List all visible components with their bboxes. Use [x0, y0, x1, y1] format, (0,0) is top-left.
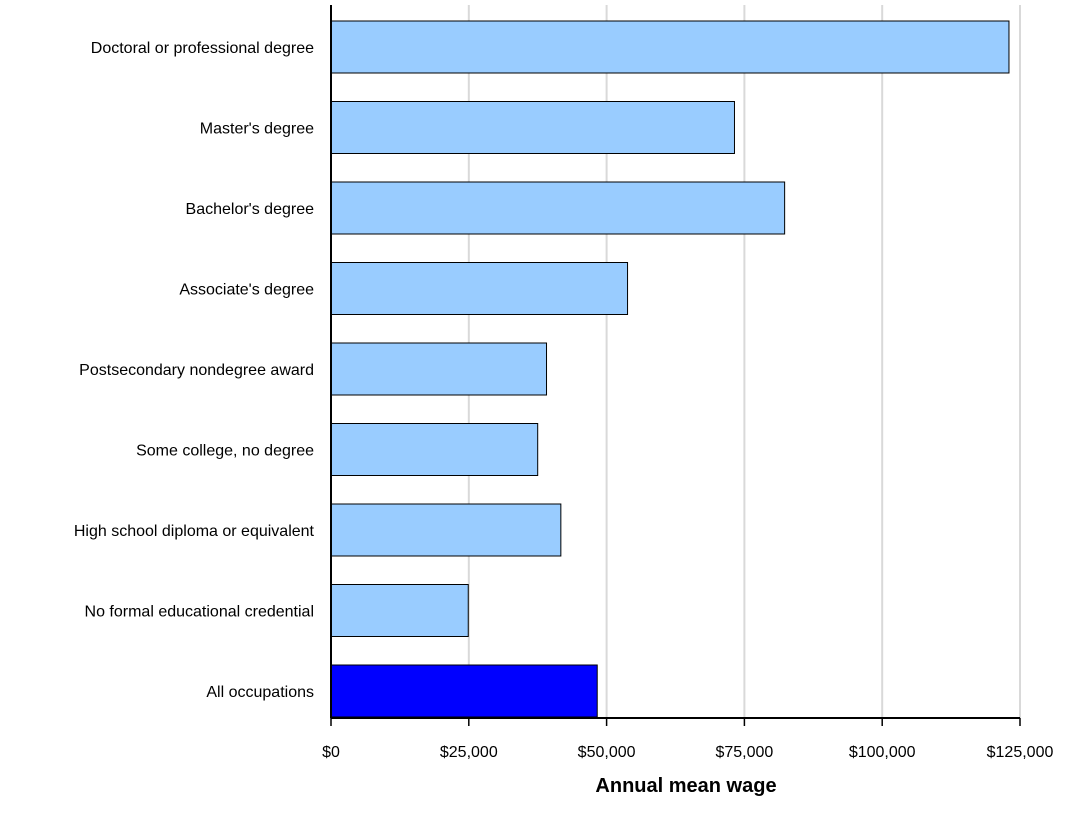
x-tick-label: $0: [322, 744, 340, 761]
category-label: Master's degree: [200, 121, 314, 138]
x-tick-label: $50,000: [578, 744, 636, 761]
category-label: High school diploma or equivalent: [74, 523, 315, 540]
category-label: No formal educational credential: [85, 604, 314, 621]
axes: [330, 5, 1021, 726]
category-label: Associate's degree: [179, 282, 314, 299]
x-axis-title: Annual mean wage: [595, 775, 776, 797]
x-tick-labels: $0 $25,000 $50,000 $75,000 $100,000 $125,000: [322, 744, 1053, 761]
x-tick-label: $100,000: [849, 744, 916, 761]
bar: [330, 262, 629, 315]
bar: [330, 20, 1010, 74]
bar: [330, 101, 735, 154]
category-label: Doctoral or professional degree: [91, 40, 314, 57]
category-labels: Doctoral or professional degree Master's …: [74, 40, 315, 701]
category-label: Bachelor's degree: [186, 201, 315, 218]
bar: [330, 342, 548, 396]
bar: [330, 584, 469, 637]
x-tick-label: $125,000: [987, 744, 1054, 761]
x-tick-label: $25,000: [440, 744, 498, 761]
category-label: Some college, no degree: [136, 443, 314, 460]
bar: [330, 181, 786, 235]
bars: [330, 20, 1010, 718]
x-tick-label: $75,000: [715, 744, 773, 761]
bar: [330, 664, 598, 718]
category-label: Postsecondary nondegree award: [79, 362, 314, 379]
bar: [330, 503, 562, 557]
bar: [330, 423, 539, 476]
category-label: All occupations: [206, 684, 314, 701]
